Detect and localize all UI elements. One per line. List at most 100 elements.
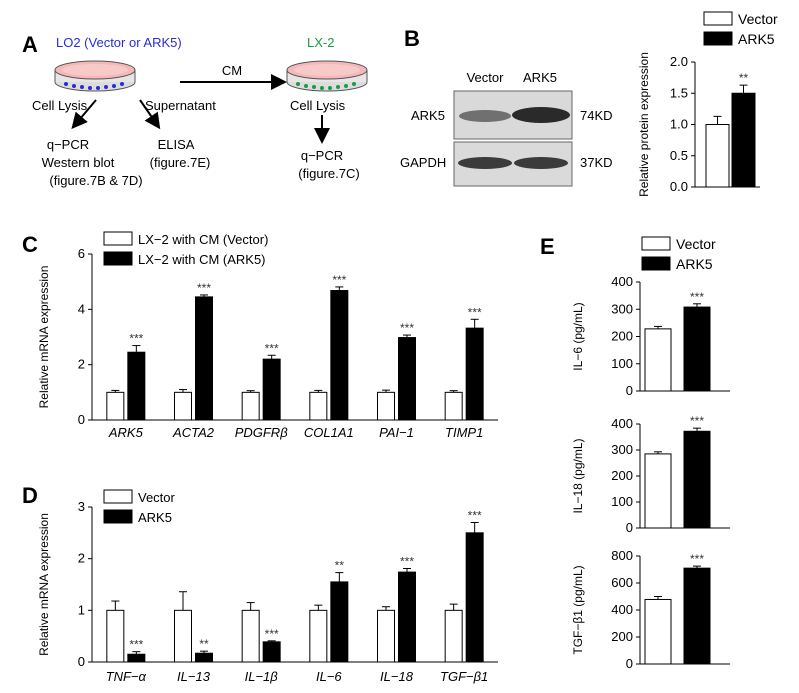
- bar-control: [444, 391, 463, 421]
- legend-swatch-control: [103, 231, 133, 246]
- bar-treated: [262, 641, 281, 663]
- y-tick-label: 100: [611, 494, 633, 509]
- y-tick-label: 3: [78, 499, 85, 514]
- blot-col-vector: Vector: [467, 70, 505, 85]
- panel-letter-c: C: [22, 232, 38, 257]
- legend-label: Vector: [676, 236, 716, 252]
- bar-control: [106, 609, 125, 663]
- bar-control: [377, 609, 395, 663]
- culture-dish-lx2: [286, 60, 368, 92]
- bar-control: [644, 453, 672, 529]
- y-tick-label: 200: [611, 468, 633, 483]
- panel-e: E: [540, 234, 555, 259]
- significance-label: ***: [690, 552, 704, 566]
- bar-treated: [127, 351, 146, 421]
- y-tick-label: 1.0: [670, 117, 688, 132]
- elisa-label: ELISA: [158, 137, 195, 152]
- category-label: PDGFRβ: [235, 425, 289, 440]
- bar-treated: [465, 532, 484, 663]
- y-tick-label: 400: [611, 274, 633, 289]
- right-lysis-label: Cell Lysis: [290, 98, 346, 113]
- y-tick-label: 200: [611, 329, 633, 344]
- y-tick-label: 1.5: [670, 85, 688, 100]
- bar-treated: [683, 430, 711, 529]
- blot-col-ark5: ARK5: [523, 70, 557, 85]
- cm-label: CM: [222, 63, 242, 78]
- bar-treated: [683, 306, 711, 392]
- significance-label: ***: [265, 627, 279, 641]
- y-tick-label: 1: [78, 602, 85, 617]
- legend-swatch-treated: [641, 256, 671, 271]
- y-axis-label: IL−6 (pg/mL): [571, 302, 585, 370]
- category-label: IL−13: [177, 669, 211, 684]
- y-tick-label: 0: [626, 520, 633, 535]
- bar-treated: [195, 652, 213, 663]
- y-tick-label: 800: [611, 548, 633, 563]
- y-tick-label: 2: [78, 357, 85, 372]
- chart-e-il6: 0 100 200 300 400 IL−6 (pg/mL) *** Vector ARK5: [571, 236, 730, 398]
- y-axis-label: Relative mRNA expression: [37, 266, 51, 409]
- category-label: PAI−1: [379, 425, 414, 440]
- category-label: COL1A1: [304, 425, 354, 440]
- legend-label: ARK5: [676, 256, 713, 272]
- blot-size-37kd: 37KD: [580, 155, 613, 170]
- supernatant-label: Supernatant: [145, 98, 216, 113]
- bar-control: [644, 328, 672, 392]
- bar-control: [377, 391, 395, 421]
- dish1-label: LO2 (Vector or ARK5): [56, 35, 182, 50]
- panel-letter-a: A: [22, 32, 38, 57]
- blot-row-ark5: ARK5: [411, 108, 445, 123]
- chart-e-tgfb1: 0 200 400 600 800 TGF−β1 (pg/mL) ***: [571, 548, 730, 671]
- significance-label: ***: [265, 341, 279, 355]
- bar-treated: [465, 327, 484, 421]
- legend-swatch-treated: [103, 509, 133, 524]
- y-tick-label: 6: [78, 246, 85, 261]
- significance-label: ***: [332, 273, 346, 287]
- y-tick-label: 300: [611, 442, 633, 457]
- y-tick-label: 0.5: [670, 148, 688, 163]
- legend-swatch-control: [103, 489, 133, 504]
- panel-a: A LO2 (Vector or ARK5) CM LX-2: [22, 32, 368, 188]
- significance-label: ***: [197, 281, 211, 295]
- fig7c-label: (figure.7C): [298, 166, 359, 181]
- y-axis-label: Relative mRNA expression: [37, 513, 51, 656]
- bar-control: [241, 391, 260, 421]
- blot-strip-ark5: [453, 90, 573, 140]
- bar-control: [309, 609, 328, 663]
- panel-letter-b: B: [404, 26, 420, 51]
- significance-label: ***: [129, 638, 143, 652]
- culture-dish-lo2: [54, 60, 136, 92]
- chart-e-il18: 0 100 200 300 400 IL−18 (pg/mL) ***: [571, 414, 730, 535]
- y-axis-label: TGF−β1 (pg/mL): [571, 565, 585, 654]
- category-label: IL−6: [316, 669, 342, 684]
- significance-label: **: [199, 637, 209, 651]
- y-tick-label: 100: [611, 356, 633, 371]
- significance-label: **: [739, 71, 749, 85]
- blot-row-gapdh: GAPDH: [400, 155, 446, 170]
- supernatant-arrow: [139, 99, 161, 130]
- legend-label: LX−2 with CM (Vector): [138, 232, 268, 247]
- bar-control: [309, 391, 328, 421]
- legend-label: ARK5: [138, 510, 172, 525]
- y-tick-label: 0: [78, 412, 85, 427]
- left-lysis-label: Cell Lysis: [32, 98, 88, 113]
- bar-treated: [330, 581, 349, 663]
- bar-treated: [330, 290, 349, 421]
- y-tick-label: 0: [626, 383, 633, 398]
- significance-label: ***: [690, 290, 704, 304]
- category-label: ACTA2: [172, 425, 215, 440]
- category-label: ARK5: [108, 425, 144, 440]
- legend-label: ARK5: [738, 31, 775, 47]
- y-tick-label: 0: [626, 656, 633, 671]
- y-axis-label: IL−18 (pg/mL): [571, 438, 585, 513]
- y-axis-label: Relative protein expression: [637, 52, 651, 197]
- fig7e-label: (figure.7E): [150, 155, 211, 170]
- significance-label: ***: [468, 305, 482, 319]
- fig7bd-label: (figure.7B & 7D): [49, 173, 142, 188]
- bar-treated: [127, 653, 146, 663]
- category-label: TGF−β1: [440, 669, 488, 684]
- significance-label: ***: [400, 554, 414, 568]
- bar-control: [444, 609, 463, 663]
- y-tick-label: 600: [611, 575, 633, 590]
